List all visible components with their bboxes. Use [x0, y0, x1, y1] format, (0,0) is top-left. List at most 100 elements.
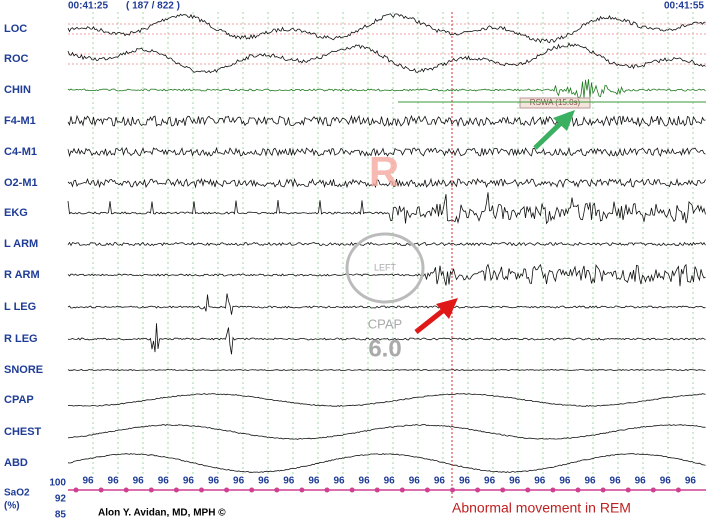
- sao2-reading: 96: [333, 476, 345, 487]
- waveform: [67, 263, 706, 287]
- sao2-reading: 96: [359, 476, 371, 487]
- rswa-label: RSWA (15.0s): [530, 98, 581, 107]
- cpap-value: 6.0: [368, 335, 401, 362]
- channel-label: O2-M1: [4, 177, 38, 189]
- sao2-reading: 96: [484, 476, 496, 487]
- sao2-dot: [249, 487, 255, 493]
- sao2-dot: [299, 487, 305, 493]
- sao2-reading: 96: [384, 476, 396, 487]
- sao2-dot: [199, 487, 204, 493]
- waveforms: [67, 13, 706, 473]
- sao2-dot: [148, 487, 154, 493]
- epoch: ( 187 / 822 ): [126, 1, 180, 12]
- sao2-dot: [274, 487, 280, 493]
- sao2-dot: [675, 487, 681, 493]
- sao2-reading: 96: [584, 476, 596, 487]
- sao2-dot: [374, 487, 380, 493]
- sao2-reading: 96: [183, 476, 195, 487]
- caption: Abnormal movement in REM: [452, 500, 631, 516]
- sao2-dot: [475, 487, 481, 493]
- sao2-dot: [98, 487, 104, 493]
- sao2-dot: [173, 487, 179, 493]
- sao2-reading: 96: [108, 476, 120, 487]
- waveform: [67, 42, 706, 74]
- waveform: [67, 114, 706, 128]
- channel-label: ABD: [4, 457, 28, 469]
- sao2-label: SaO2: [4, 488, 30, 499]
- green-arrow: [533, 110, 575, 150]
- sao2-dot: [500, 487, 506, 493]
- channel-label: R ARM: [4, 269, 40, 281]
- sao2-scale: 92: [55, 494, 67, 505]
- sao2-reading: 96: [208, 476, 220, 487]
- sao2-reading: 96: [158, 476, 170, 487]
- sao2-reading: 96: [283, 476, 295, 487]
- sao2-dot: [525, 487, 531, 493]
- channel-label: EKG: [4, 207, 28, 219]
- sao2-reading: 96: [635, 476, 647, 487]
- sao2-dot: [123, 487, 129, 493]
- sao2-unit: (%): [4, 501, 20, 512]
- waveform: [67, 293, 706, 315]
- waveform: [67, 177, 706, 189]
- end-time: 00:41:55: [664, 1, 704, 12]
- sao2-reading: 96: [685, 476, 697, 487]
- sao2-dot: [73, 487, 79, 493]
- waveform: [67, 369, 706, 371]
- position: LEFT: [374, 262, 397, 272]
- waveform: [67, 13, 706, 44]
- sao2-reading: 96: [409, 476, 421, 487]
- waveform: [67, 424, 706, 440]
- channel-label: L ARM: [4, 238, 38, 250]
- channel-label: R LEG: [4, 333, 38, 345]
- channel-label: SNORE: [4, 364, 43, 376]
- sao2-scale: 85: [55, 510, 67, 521]
- waveform: [67, 453, 706, 473]
- sao2-dot: [650, 487, 656, 493]
- sao2-reading: 96: [610, 476, 622, 487]
- rswa-box: [519, 97, 591, 109]
- cpap-label: CPAP: [368, 316, 402, 331]
- sao2-reading: 96: [82, 476, 94, 487]
- channel-label: F4-M1: [4, 115, 36, 127]
- sao2-dot: [450, 487, 455, 493]
- sao2-dot: [399, 487, 405, 493]
- waveform: [67, 241, 706, 247]
- waveform: [67, 323, 706, 355]
- sao2-dot: [424, 487, 430, 493]
- stage: R: [369, 148, 399, 195]
- sao2-reading: 96: [308, 476, 320, 487]
- sao2-dot: [324, 487, 330, 493]
- channel-label: CHEST: [4, 426, 42, 438]
- sao2-reading: 96: [258, 476, 270, 487]
- sao2-reading: 96: [509, 476, 521, 487]
- start-time: 00:41:25: [68, 1, 108, 12]
- channel-label: LOC: [4, 23, 27, 35]
- channel-label: C4-M1: [4, 146, 37, 158]
- red-arrow: [414, 298, 458, 334]
- sao2-dot: [575, 487, 581, 493]
- sao2-reading: 96: [133, 476, 145, 487]
- sao2-reading: 96: [660, 476, 672, 487]
- sao2-reading: 96: [559, 476, 571, 487]
- channel-label: ROC: [4, 53, 29, 65]
- sao2-dot: [349, 487, 355, 493]
- sao2-reading: 96: [233, 476, 245, 487]
- sao2-dot: [224, 487, 230, 493]
- sao2-dot: [625, 487, 631, 493]
- sao2-reading: 96: [434, 476, 446, 487]
- sao2-dot: [550, 487, 556, 493]
- sao2-dot: [600, 487, 606, 493]
- waveform: [67, 79, 706, 99]
- sao2-reading: 96: [534, 476, 546, 487]
- waveform: [67, 393, 706, 407]
- waveform: [67, 192, 706, 225]
- sao2-reading: 96: [459, 476, 471, 487]
- sao2-scale: 100: [49, 478, 66, 489]
- waveform: [67, 146, 706, 158]
- channel-label: CPAP: [4, 394, 34, 406]
- channel-label: CHIN: [4, 84, 31, 96]
- credit: Alon Y. Avidan, MD, MPH ©: [98, 508, 226, 519]
